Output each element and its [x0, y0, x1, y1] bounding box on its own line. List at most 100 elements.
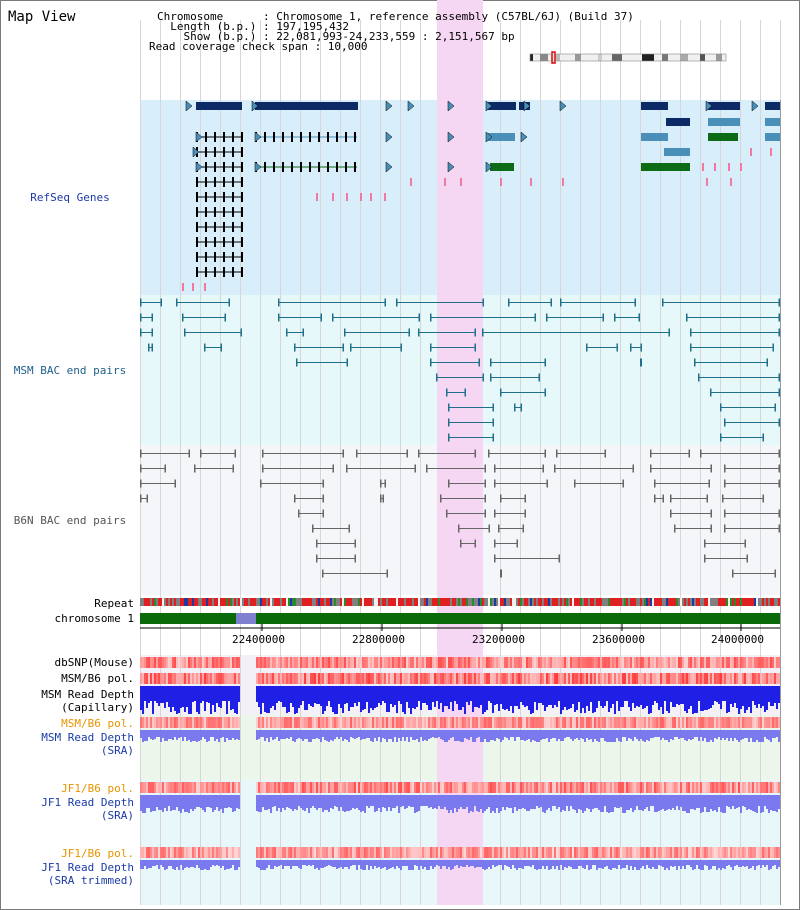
track-label-refseq[interactable]: RefSeq Genes	[30, 191, 110, 204]
read-depth-bar	[404, 730, 406, 741]
polymorphism-cell	[326, 717, 328, 728]
gene-exon	[708, 118, 740, 126]
polymorphism-cell	[768, 717, 770, 728]
repeat-element	[744, 598, 746, 606]
polymorphism-cell	[620, 673, 622, 684]
read-depth-bar	[182, 730, 184, 741]
polymorphism-cell	[148, 847, 150, 858]
read-depth-bar	[388, 686, 390, 712]
polymorphism-cell	[216, 782, 218, 793]
track-label-jf1-b6-pol-2[interactable]: JF1/B6 pol.	[61, 847, 134, 860]
polymorphism-cell	[480, 847, 482, 858]
polymorphism-cell	[576, 847, 578, 858]
repeat-element	[294, 598, 296, 606]
track-label-msm-b6-pol-1[interactable]: MSM/B6 pol.	[61, 672, 134, 685]
track-label-jf1-read-depth-sra[interactable]: JF1 Read Depth	[41, 796, 134, 809]
read-depth-bar	[196, 686, 198, 712]
polymorphism-cell	[390, 717, 392, 728]
track-label-msm-read-depth-sra[interactable]: MSM Read Depth	[41, 731, 134, 744]
polymorphism-cell	[408, 673, 410, 684]
repeat-element	[260, 598, 262, 606]
gene-exon	[708, 102, 740, 110]
polymorphism-cell	[440, 717, 442, 728]
polymorphism-cell	[620, 717, 622, 728]
polymorphism-cell	[570, 657, 572, 668]
track-label-jf1-b6-pol-1[interactable]: JF1/B6 pol.	[61, 782, 134, 795]
polymorphism-cell	[704, 782, 706, 793]
read-depth-bar	[260, 730, 262, 737]
read-depth-bar	[578, 730, 580, 740]
polymorphism-cell	[634, 782, 636, 793]
repeat-element	[508, 598, 510, 606]
polymorphism-cell	[562, 657, 564, 668]
b6n-bac-pair-end	[488, 524, 490, 533]
repeat-element	[588, 598, 590, 606]
msm-bac-pair-end	[640, 358, 642, 367]
polymorphism-cell	[256, 782, 258, 793]
repeat-element	[462, 598, 464, 606]
polymorphism-cell	[752, 847, 754, 858]
polymorphism-cell	[570, 673, 572, 684]
polymorphism-cell	[508, 673, 510, 684]
read-depth-bar	[260, 860, 262, 870]
read-depth-bar	[572, 795, 574, 809]
read-depth-bar	[532, 795, 534, 809]
polymorphism-cell	[688, 717, 690, 728]
polymorphism-cell	[220, 717, 222, 728]
polymorphism-cell	[728, 782, 730, 793]
track-label-jf1-read-depth-trimmed[interactable]: JF1 Read Depth	[41, 861, 134, 874]
polymorphism-cell	[334, 657, 336, 668]
polymorphism-cell	[578, 673, 580, 684]
read-depth-bar	[516, 730, 518, 737]
repeat-element	[680, 598, 682, 606]
repeat-element	[374, 598, 376, 606]
read-depth-bar	[670, 860, 672, 866]
track-label-dbsnp[interactable]: dbSNP(Mouse)	[54, 656, 134, 669]
read-depth-bar	[568, 730, 570, 737]
read-depth-bar	[332, 730, 334, 741]
header-coverage-span: Read coverage check span : 10,000	[149, 40, 368, 53]
read-depth-bar	[682, 730, 684, 738]
polymorphism-cell	[364, 782, 366, 793]
msm-bac-pair-end	[640, 343, 642, 352]
track-label-msm-b6-pol-2[interactable]: MSM/B6 pol.	[61, 717, 134, 730]
track-label-chromosome[interactable]: chromosome 1	[54, 612, 134, 625]
read-depth-bar	[378, 860, 380, 867]
read-depth-bar	[356, 860, 358, 870]
polymorphism-cell	[508, 717, 510, 728]
polymorphism-cell	[632, 657, 634, 668]
read-depth-bar	[690, 795, 692, 809]
read-depth-bar	[412, 730, 414, 740]
repeat-element	[550, 598, 552, 606]
repeat-element	[386, 598, 388, 606]
read-depth-bar	[296, 860, 298, 866]
polymorphism-cell	[522, 673, 524, 684]
polymorphism-cell	[300, 673, 302, 684]
polymorphism-cell	[658, 782, 660, 793]
polymorphism-cell	[554, 782, 556, 793]
polymorphism-cell	[738, 782, 740, 793]
read-depth-bar	[564, 795, 566, 811]
repeat-element	[688, 598, 690, 606]
read-depth-bar	[544, 795, 546, 813]
read-depth-bar	[604, 686, 606, 706]
gene-exon-tick	[273, 162, 275, 172]
polymorphism-cell	[430, 782, 432, 793]
gene-exon-tick	[318, 162, 320, 172]
track-label-msm-read-depth-capillary[interactable]: MSM Read Depth	[41, 688, 134, 701]
msm-bac-pair-end	[762, 433, 764, 442]
polymorphism-cell	[276, 717, 278, 728]
read-depth-bar	[662, 795, 664, 809]
read-depth-bar	[638, 686, 640, 707]
polymorphism-cell	[296, 657, 298, 668]
track-label-repeat[interactable]: Repeat	[94, 597, 134, 610]
repeat-element	[398, 598, 400, 606]
repeat-element	[330, 598, 332, 606]
read-depth-bar	[572, 730, 574, 741]
track-label-msm-bac[interactable]: MSM BAC end pairs	[13, 364, 127, 377]
read-depth-bar	[716, 860, 718, 870]
track-label-b6n-bac[interactable]: B6N BAC end pairs	[13, 514, 127, 527]
read-depth-bar	[758, 795, 760, 806]
polymorphism-cell	[474, 782, 476, 793]
